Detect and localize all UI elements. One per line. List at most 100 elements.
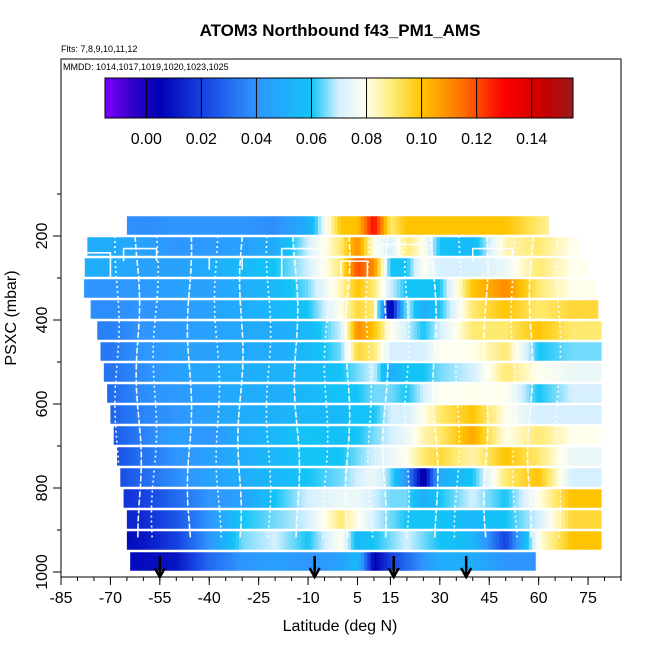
heatmap-cell (146, 237, 151, 256)
heatmap-cell (357, 489, 362, 508)
heatmap-cell (453, 447, 457, 466)
heatmap-cell (561, 468, 566, 487)
heatmap-cell (176, 321, 180, 340)
heatmap-cell (453, 426, 457, 445)
heatmap-cell (354, 384, 358, 403)
heatmap-cell (176, 216, 180, 235)
heatmap-cell (469, 468, 474, 487)
heatmap-cell (126, 321, 131, 340)
heatmap-cell (321, 279, 325, 298)
heatmap-cell (229, 279, 233, 298)
heatmap-cell (212, 363, 217, 382)
heatmap-cell (275, 468, 279, 487)
heatmap-cell (209, 216, 213, 235)
heatmap-cell (591, 384, 596, 403)
heatmap-cell (173, 426, 177, 445)
heatmap-cell (334, 321, 339, 340)
heatmap-cell (364, 405, 368, 424)
heatmap-cell (232, 510, 236, 529)
heatmap-cell (179, 531, 184, 550)
heatmap-cell (324, 426, 329, 445)
heatmap-cell (347, 552, 352, 571)
heatmap-cell (574, 468, 579, 487)
heatmap-cell (143, 258, 148, 277)
heatmap-cell (594, 300, 599, 319)
heatmap-cell (285, 405, 289, 424)
heatmap-cell (215, 468, 220, 487)
heatmap-cell (390, 426, 395, 445)
heatmap-cell (535, 510, 540, 529)
heatmap-cell (413, 279, 418, 298)
heatmap-cell (416, 237, 421, 256)
heatmap-cell (584, 342, 589, 361)
heatmap-cell (314, 489, 319, 508)
heatmap-cell (443, 279, 447, 298)
heatmap-cell (156, 300, 161, 319)
heatmap-cell (281, 363, 286, 382)
heatmap-cell (189, 216, 194, 235)
heatmap-cell (380, 216, 385, 235)
heatmap-cell (275, 300, 279, 319)
heatmap-cell (311, 321, 316, 340)
heatmap-cell (324, 216, 329, 235)
heatmap-cell (429, 216, 434, 235)
heatmap-cell (387, 405, 391, 424)
heatmap-cell (182, 363, 187, 382)
heatmap-cells (84, 216, 602, 571)
heatmap-cell (321, 258, 325, 277)
heatmap-cell (186, 216, 190, 235)
heatmap-cell (377, 216, 381, 235)
heatmap-cell (341, 384, 345, 403)
heatmap-cell (548, 447, 553, 466)
heatmap-cell (258, 279, 263, 298)
heatmap-cell (588, 279, 592, 298)
heatmap-cell (317, 300, 322, 319)
heatmap-cell (334, 342, 339, 361)
heatmap-cell (176, 510, 180, 529)
heatmap-cell (406, 216, 411, 235)
heatmap-cell (370, 237, 375, 256)
heatmap-cell (459, 384, 464, 403)
heatmap-cell (205, 342, 210, 361)
heatmap-cell (238, 531, 243, 550)
heatmap-cell (505, 447, 510, 466)
heatmap-cell (499, 342, 503, 361)
heatmap-cell (232, 363, 236, 382)
heatmap-cell (344, 405, 348, 424)
heatmap-cell (558, 279, 563, 298)
heatmap-cell (163, 405, 167, 424)
heatmap-cell (291, 321, 296, 340)
heatmap-cell (545, 384, 549, 403)
heatmap-cell (100, 321, 105, 340)
heatmap-cell (499, 258, 503, 277)
heatmap-cell (568, 447, 572, 466)
heatmap-cell (479, 321, 484, 340)
heatmap-cell (574, 321, 579, 340)
heatmap-cell (400, 279, 404, 298)
heatmap-cell (515, 237, 520, 256)
heatmap-cell (403, 468, 408, 487)
heatmap-cell (327, 489, 332, 508)
heatmap-cell (367, 216, 372, 235)
heatmap-cell (410, 216, 414, 235)
heatmap-cell (528, 300, 533, 319)
heatmap-cell (443, 300, 447, 319)
heatmap-cell (110, 258, 115, 277)
heatmap-cell (133, 552, 138, 571)
heatmap-cell (439, 342, 444, 361)
heatmap-cell (285, 552, 289, 571)
heatmap-cell (406, 279, 411, 298)
heatmap-cell (278, 363, 283, 382)
heatmap-cell (107, 300, 111, 319)
heatmap-cell (485, 363, 490, 382)
heatmap-cell (393, 384, 398, 403)
heatmap-cell (163, 300, 167, 319)
heatmap-cell (492, 300, 497, 319)
heatmap-cell (126, 426, 131, 445)
heatmap-cell (133, 510, 138, 529)
heatmap-cell (265, 489, 269, 508)
heatmap-cell (594, 468, 599, 487)
heatmap-cell (163, 384, 167, 403)
heatmap-cell (271, 300, 276, 319)
heatmap-cell (117, 426, 121, 445)
